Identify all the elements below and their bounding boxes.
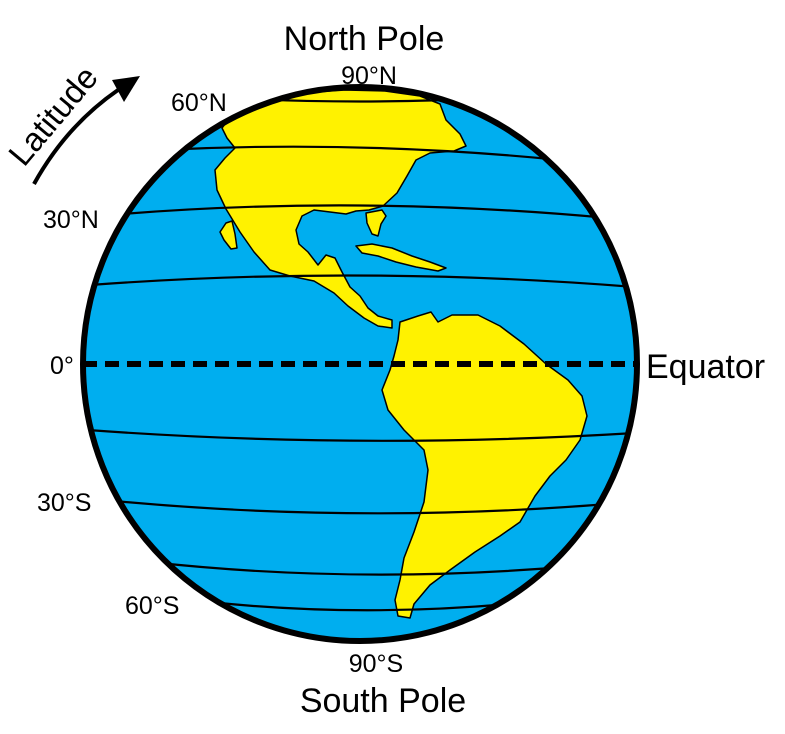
label-90-north: 90°N (341, 62, 397, 90)
latitude-arrow-head (112, 76, 140, 102)
equator-label: Equator (646, 348, 765, 386)
label-zero-degrees: 0° (50, 352, 74, 380)
label-30-south: 30°S (37, 489, 91, 517)
cuba-island (355, 243, 447, 272)
north-pole-label: North Pole (284, 20, 445, 58)
latitude-line-south-4 (103, 498, 621, 515)
south-america-landmass (381, 311, 588, 619)
latitude-line-north-3 (89, 274, 636, 289)
latitude-line-south-3 (87, 428, 636, 442)
baja-california (219, 220, 238, 250)
latitude-line-north-4 (121, 204, 609, 220)
south-pole-label: South Pole (300, 682, 466, 720)
latitude-line-south-6 (209, 600, 521, 612)
label-30-north: 30°N (43, 206, 99, 234)
label-60-south: 60°S (125, 592, 179, 620)
latitude-line-north-5 (159, 145, 561, 162)
label-90-south: 90°S (349, 650, 403, 678)
latitude-arrow-shaft (32, 88, 120, 185)
florida-peninsula (365, 209, 387, 237)
latitude-line-south-5 (149, 560, 576, 576)
label-60-north: 60°N (171, 89, 227, 117)
